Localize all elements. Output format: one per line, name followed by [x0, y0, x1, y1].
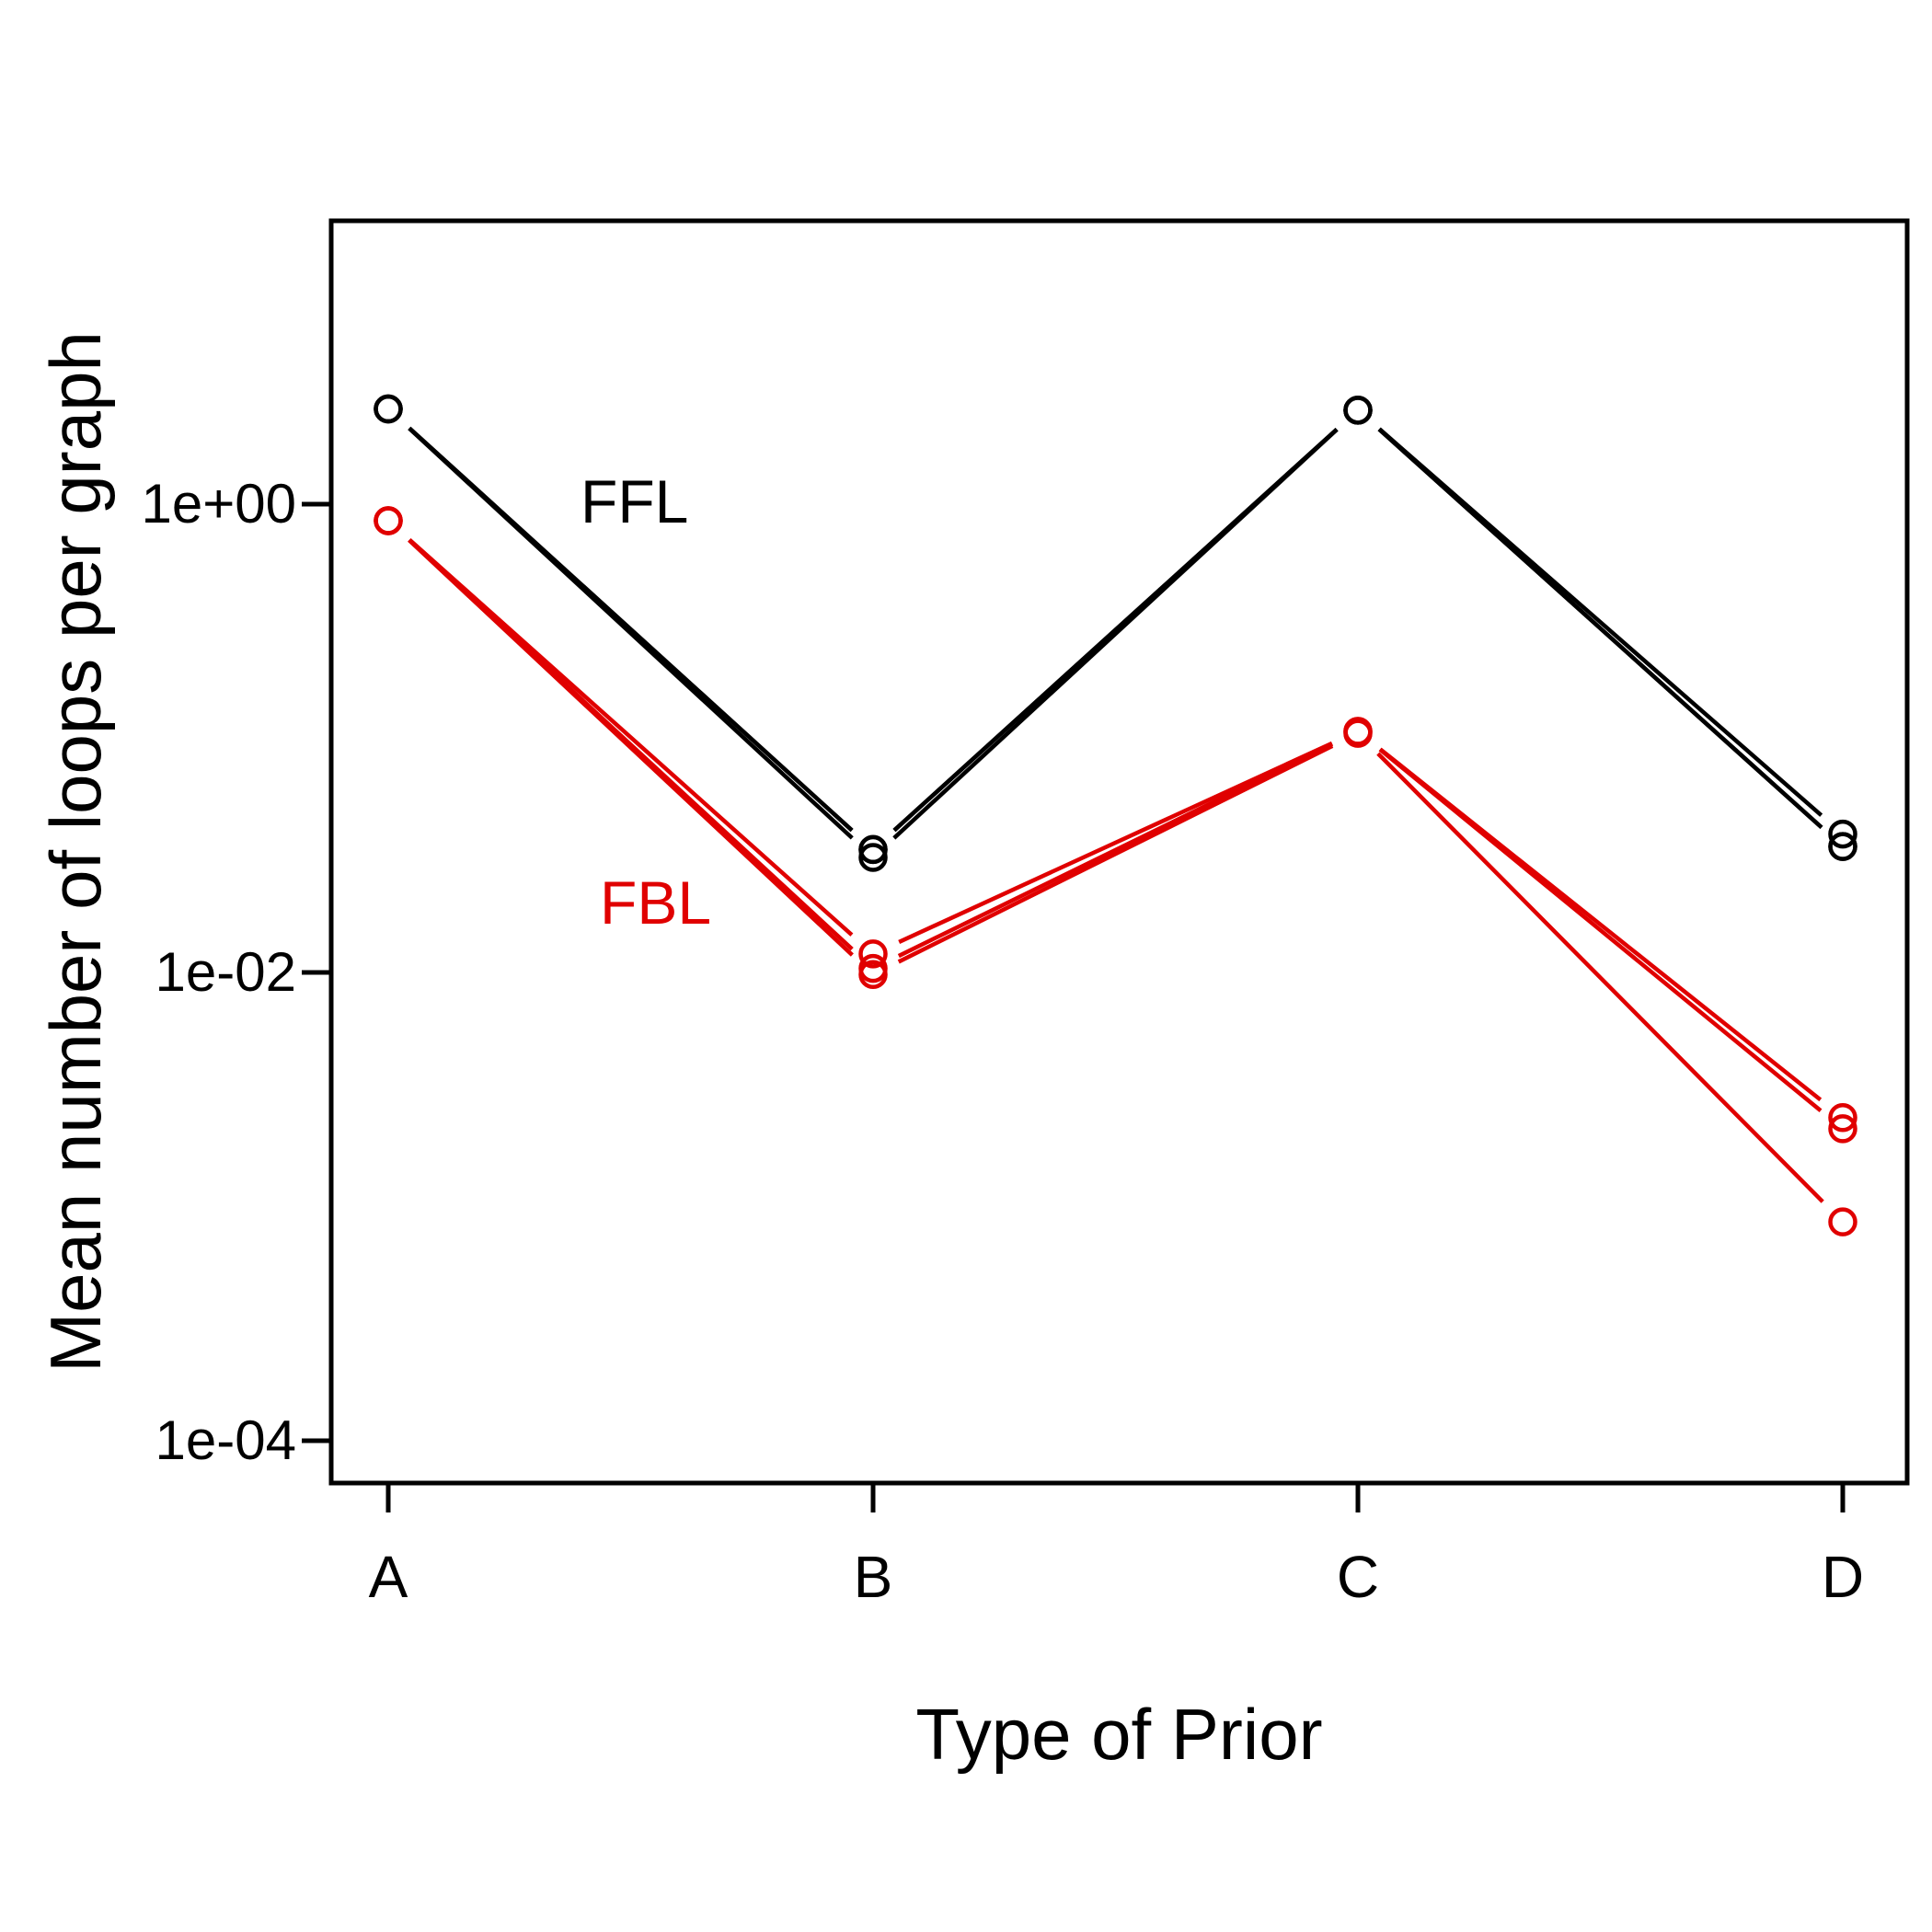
x-tick-label-c: C [1336, 1544, 1380, 1610]
x-tick-label-a: A [368, 1544, 408, 1610]
data-point-marker-fbl [1828, 1114, 1857, 1144]
data-point-marker-ffl [1828, 819, 1857, 849]
y-tick-label-1e-02: 1e-02 [155, 941, 296, 1003]
data-point-marker-fbl [1343, 719, 1373, 748]
data-point-marker-fbl [858, 939, 888, 969]
series-line-fbl [408, 538, 854, 957]
data-point-marker-fbl [374, 506, 403, 535]
series-line-ffl [892, 428, 1339, 840]
series-line-fbl [898, 741, 1333, 944]
y-axis-title: Mean number of loops per graph [35, 331, 116, 1373]
y-tick-label-1e00: 1e+00 [141, 473, 296, 535]
series-line-ffl [1377, 427, 1823, 830]
series-line-fbl [1378, 747, 1823, 1112]
plot-border [328, 218, 1910, 1486]
data-point-marker-ffl [374, 394, 403, 424]
series-label-ffl: FFL [581, 467, 689, 535]
data-point-marker-fbl [1828, 1207, 1857, 1236]
y-tick-label-1e-04: 1e-04 [155, 1409, 296, 1471]
data-point-marker-ffl [858, 834, 888, 865]
series-line-fbl [1376, 752, 1824, 1203]
data-point-marker-fbl [858, 960, 888, 989]
data-point-marker-ffl [1828, 832, 1857, 861]
series-label-fbl: FBL [600, 868, 712, 937]
x-axis-title: Type of Prior [915, 1694, 1323, 1775]
data-point-marker-ffl [858, 843, 888, 872]
series-line-fbl [897, 743, 1334, 964]
series-line-fbl [897, 742, 1334, 959]
x-tick-label-d: D [1821, 1544, 1865, 1610]
series-line-fbl [408, 537, 854, 937]
data-point-marker-ffl [1343, 396, 1373, 425]
x-tick-label-b: B [853, 1544, 893, 1610]
data-point-marker-fbl [1828, 1102, 1857, 1133]
series-line-ffl [408, 426, 854, 840]
